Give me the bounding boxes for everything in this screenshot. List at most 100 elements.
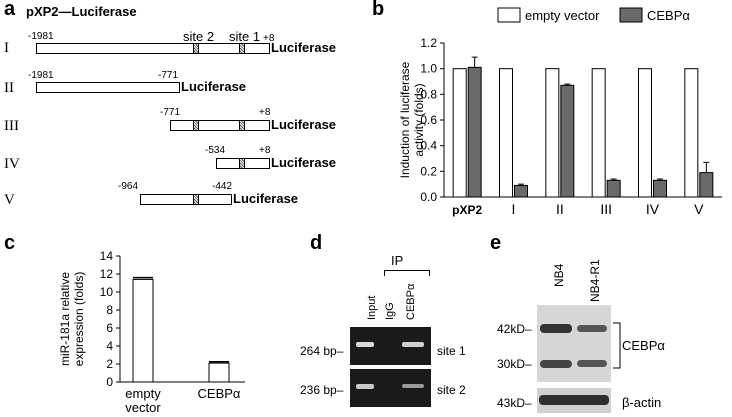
site2-row-label: site 2: [437, 383, 466, 397]
chart-b-bar: [699, 172, 714, 198]
construct-III-label: III: [4, 118, 19, 134]
construct-I-label: I: [4, 40, 9, 56]
construct-II-end: -771: [158, 70, 179, 81]
band-actin: [539, 395, 609, 405]
gel-site2: [350, 369, 431, 407]
band-input-site1: [356, 342, 374, 347]
chart-b-category-label: V: [694, 201, 704, 217]
band-cebpa-site1: [402, 342, 424, 347]
construct-II-start: -1981: [28, 70, 54, 81]
chart-b-bar: [653, 179, 667, 198]
construct-III-bar: [170, 120, 270, 131]
chart-c-ytick-label: 2: [106, 357, 113, 371]
construct-I-start: -1981: [28, 31, 54, 42]
marker-43kd: 43kD–: [497, 396, 532, 410]
cebpa-label: CEBPα: [622, 338, 665, 353]
ip-bracket: [384, 270, 430, 276]
chart-c-ytick-label: 14: [100, 249, 114, 263]
panel-label-c: c: [4, 232, 16, 254]
construct-IV-label: IV: [4, 156, 20, 172]
band-nb4r1-42kd: [577, 325, 607, 332]
site2-label: site 2: [183, 29, 215, 44]
chart-b-ytick-label: 1.0: [420, 62, 437, 76]
size-264: 264 bp–: [300, 344, 344, 358]
chart-b-bar: [514, 184, 528, 198]
band-cebpa-site2: [402, 384, 424, 388]
cebpa-bracket: [613, 322, 621, 369]
chart-c-bar: [208, 362, 230, 383]
lane-cebpa: CEBPα: [405, 283, 417, 320]
construct-V-end: -442: [212, 181, 233, 192]
marker-42kd: 42kD–: [497, 322, 532, 336]
site1-label: site 1: [229, 29, 261, 44]
construct-V-site2: [193, 194, 199, 205]
construct-II-luciferase: Luciferase: [181, 79, 247, 94]
construct-V-bar: [140, 194, 232, 205]
construct-IV-luciferase: Luciferase: [271, 155, 337, 170]
construct-II-bar: [36, 82, 180, 93]
chart-b-category-label: I: [512, 201, 516, 217]
panel-label-a: a: [4, 0, 16, 20]
construct-III-site2: [193, 120, 199, 131]
chart-b-ytick-label: 0.4: [420, 139, 437, 153]
chart-b-category-label: III: [600, 201, 612, 217]
panel-label-b: b: [372, 0, 385, 20]
construct-I-site1: [239, 43, 245, 54]
chart-c-ytick-label: 12: [100, 267, 114, 281]
chart-b-bar: [591, 68, 606, 198]
blot-cebpa: [537, 305, 611, 382]
chart-c-category-label: CEBPα: [198, 386, 241, 401]
chart-c-ytick-label: 10: [100, 285, 114, 299]
chart-b-bar: [638, 68, 652, 198]
chart-c-ytick-label: 6: [106, 321, 113, 335]
chart-b-bar: [452, 68, 467, 198]
chart-c-category-label: empty vector: [125, 386, 161, 415]
actin-label: β-actin: [622, 395, 662, 410]
chart-c-ytick-label: 0: [106, 375, 113, 389]
chart-b-ytick-label: 0.8: [420, 87, 437, 101]
chart-b-ytick-label: 1.2: [420, 36, 437, 50]
blot-actin: [537, 388, 611, 413]
construct-IV-site1: [239, 158, 245, 169]
panel-label-e: e: [490, 232, 502, 254]
construct-V-label: V: [4, 192, 15, 208]
construct-I-end: +8: [263, 33, 275, 44]
chart-b-bar: [467, 66, 482, 198]
chart-b-ytick-label: 0.2: [420, 164, 437, 178]
chart-b-category-label: II: [556, 201, 564, 217]
panel-a-title: pXP2—Luciferase: [26, 4, 137, 19]
construct-IV-start: -534: [205, 145, 226, 156]
site1-row-label: site 1: [437, 344, 466, 358]
chart-c: 0 2 4 6 8 10 12 14 empty vector CEBPα miR-181a rela…: [58, 249, 245, 415]
lane-nb4: NB4: [552, 263, 566, 287]
chart-b-bar: [684, 68, 699, 198]
construct-III-site1: [239, 120, 245, 131]
chart-b-ytick-label: 0.6: [420, 113, 437, 127]
construct-V-luciferase: Luciferase: [233, 191, 299, 206]
band-nb4-30kd: [540, 360, 572, 368]
chart-b-legend-swatch: [497, 7, 521, 23]
construct-III-luciferase: Luciferase: [271, 117, 337, 132]
size-236: 236 bp–: [300, 383, 344, 397]
construct-IV-end: +8: [259, 145, 271, 156]
construct-I-site2: [193, 43, 199, 54]
panel-label-d: d: [310, 232, 323, 254]
chart-b-category-label: IV: [646, 201, 660, 217]
chart-b-category-label: pXP2: [452, 203, 482, 217]
chart-c-ylabel: miR-181a relativeexpression (folds): [58, 272, 86, 367]
construct-I-bar: [36, 43, 270, 54]
band-nb4-42kd: [540, 324, 572, 333]
marker-30kd: 30kD–: [497, 357, 532, 371]
chart-b-ytick-label: 0.0: [420, 190, 437, 204]
chart-c-ytick-label: 4: [106, 339, 113, 353]
lane-nb4-r1: NB4-R1: [588, 259, 602, 302]
chart-b-legend-label: empty vector: [525, 8, 600, 23]
chart-b-legend-swatch: [619, 7, 643, 23]
lane-igg: IgG: [384, 302, 396, 320]
construct-III-start: -771: [160, 107, 181, 118]
chart-b-bar: [499, 68, 513, 198]
construct-II-label: II: [4, 80, 14, 96]
gel-site1: [350, 327, 431, 365]
chart-b-bar: [606, 179, 621, 198]
